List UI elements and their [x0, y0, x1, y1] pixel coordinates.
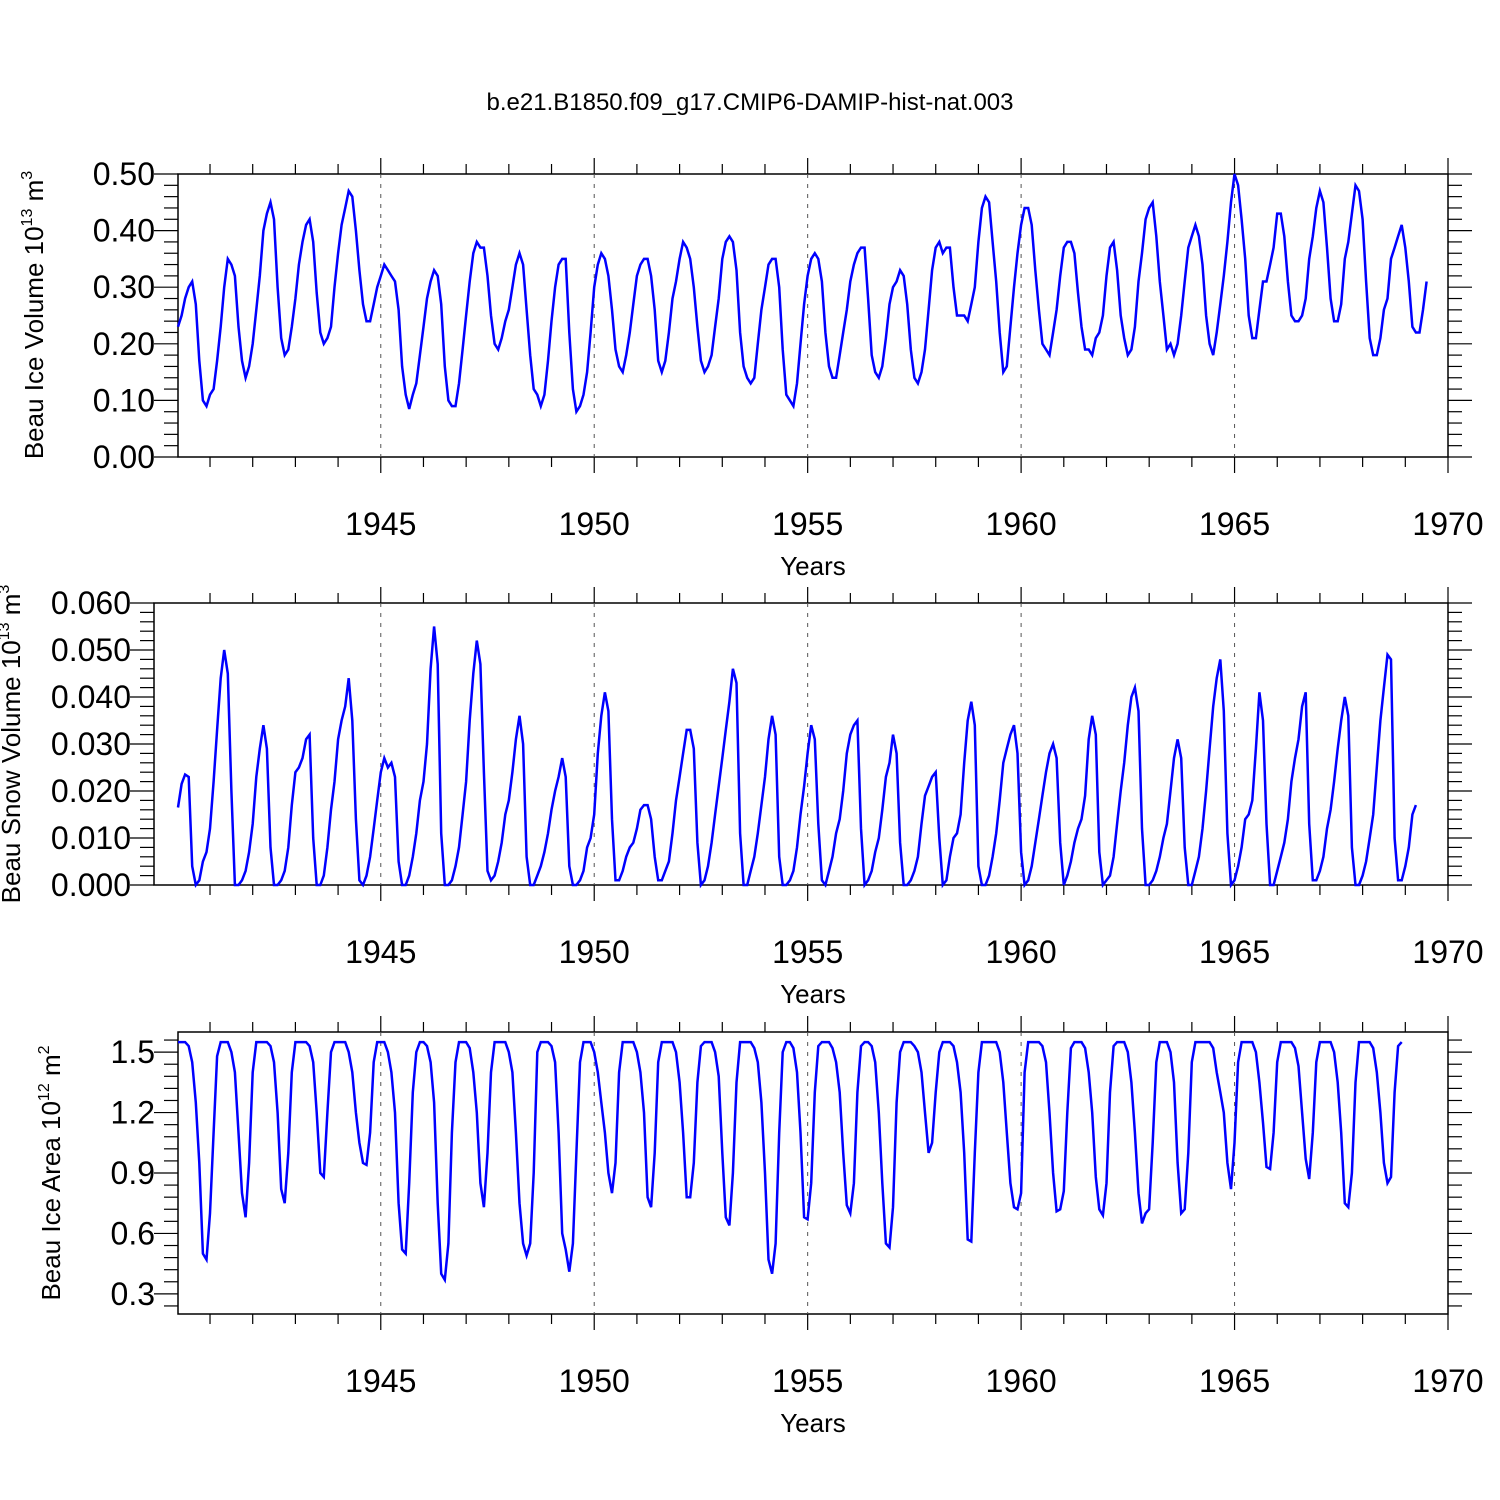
y-tick-label: 0.50	[93, 156, 155, 192]
y-axis-title-exponent: 12	[36, 1083, 53, 1101]
axis-ticks	[130, 587, 1472, 901]
x-tick-label: 1965	[1199, 934, 1270, 970]
x-tick-label: 1960	[986, 934, 1057, 970]
x-tick-label: 1970	[1412, 506, 1483, 542]
ice-volume-line	[176, 173, 1428, 416]
y-axis-title-unit-exponent: 2	[36, 1045, 53, 1054]
x-tick-label: 1945	[345, 934, 416, 970]
figure-title: b.e21.B1850.f09_g17.CMIP6-DAMIP-hist-nat…	[487, 89, 1014, 116]
x-tick-label: 1950	[559, 506, 630, 542]
y-tick-label: 0.030	[51, 726, 131, 762]
panel-ice-area: 0.3 0.6 0.9 1.2 1.5 1945 1950 1955 1960 1965 1970…	[36, 1016, 1484, 1438]
plot-area-frame	[177, 173, 1449, 458]
y-tick-label: 0.000	[51, 867, 131, 903]
y-axis-title-unit: m	[0, 594, 26, 623]
y-tick-labels: 0.00 0.10 0.20 0.30 0.40 0.50	[93, 156, 155, 475]
snow-volume-line	[176, 626, 1418, 889]
y-axis-title: Beau Ice Volume 1013 m3	[19, 171, 49, 459]
y-axis-title-prefix: Beau Ice Area 10	[36, 1101, 66, 1300]
y-tick-labels: 0.000 0.010 0.020 0.030 0.040 0.050 0.060	[51, 585, 131, 903]
x-tick-label: 1965	[1199, 1363, 1270, 1399]
y-tick-label: 0.040	[51, 679, 131, 715]
y-tick-label: 0.30	[93, 269, 155, 305]
y-tick-label: 0.060	[51, 585, 131, 621]
y-tick-label: 0.3	[111, 1276, 155, 1312]
y-axis-title-prefix: Beau Ice Volume 10	[19, 226, 49, 459]
x-tick-labels: 1945 1950 1955 1960 1965 1970	[345, 506, 1483, 542]
y-axis-title-unit: m	[19, 180, 49, 209]
y-tick-label: 0.020	[51, 773, 131, 809]
x-tick-label: 1945	[345, 1363, 416, 1399]
ice-area-line	[178, 1040, 1403, 1284]
x-tick-label: 1960	[986, 1363, 1057, 1399]
y-axis-title-unit: m	[36, 1054, 66, 1083]
x-tick-labels: 1945 1950 1955 1960 1965 1970	[345, 1363, 1483, 1399]
x-tick-label: 1955	[772, 934, 843, 970]
y-axis-title: Beau Ice Area 1012 m2	[36, 1045, 66, 1300]
y-axis-title-exponent: 13	[19, 209, 36, 227]
x-tick-label: 1950	[559, 1363, 630, 1399]
x-axis-title: Years	[780, 979, 846, 1009]
x-tick-label: 1965	[1199, 506, 1270, 542]
panel-ice-volume: 0.00 0.10 0.20 0.30 0.40 0.50 1945 1950 1955 196…	[19, 156, 1484, 581]
y-tick-labels: 0.3 0.6 0.9 1.2 1.5	[111, 1034, 155, 1312]
y-tick-label: 1.5	[111, 1034, 155, 1070]
y-axis-title-unit-exponent: 3	[19, 171, 36, 180]
y-axis-title-prefix: Beau Snow Volume 10	[0, 640, 26, 903]
x-tick-label: 1945	[345, 506, 416, 542]
x-tick-label: 1955	[772, 506, 843, 542]
x-tick-label: 1960	[986, 506, 1057, 542]
x-tick-label: 1955	[772, 1363, 843, 1399]
y-tick-label: 0.010	[51, 820, 131, 856]
y-tick-label: 0.10	[93, 382, 155, 418]
y-axis-title: Beau Snow Volume 1013 m3	[0, 585, 26, 904]
x-tick-labels: 1945 1950 1955 1960 1965 1970	[345, 934, 1483, 970]
panel-snow-volume: 0.000 0.010 0.020 0.030 0.040 0.050 0.060 1945…	[0, 585, 1484, 1009]
y-tick-label: 0.40	[93, 213, 155, 249]
x-tick-label: 1970	[1412, 934, 1483, 970]
y-tick-label: 1.2	[111, 1095, 155, 1131]
axis-ticks	[154, 1016, 1472, 1330]
y-axis-title-unit-exponent: 3	[0, 585, 13, 594]
x-tick-label: 1950	[559, 934, 630, 970]
dashed-year-gridlines	[380, 174, 1236, 457]
y-axis-title-exponent: 13	[0, 622, 13, 640]
x-axis-title: Years	[780, 551, 846, 581]
plot-area-frame	[153, 602, 1449, 886]
y-tick-label: 0.20	[93, 326, 155, 362]
y-tick-label: 0.050	[51, 632, 131, 668]
x-tick-label: 1970	[1412, 1363, 1483, 1399]
y-tick-label: 0.00	[93, 439, 155, 475]
axis-ticks	[154, 158, 1472, 473]
y-tick-label: 0.6	[111, 1215, 155, 1251]
x-axis-title: Years	[780, 1408, 846, 1438]
y-tick-label: 0.9	[111, 1155, 155, 1191]
